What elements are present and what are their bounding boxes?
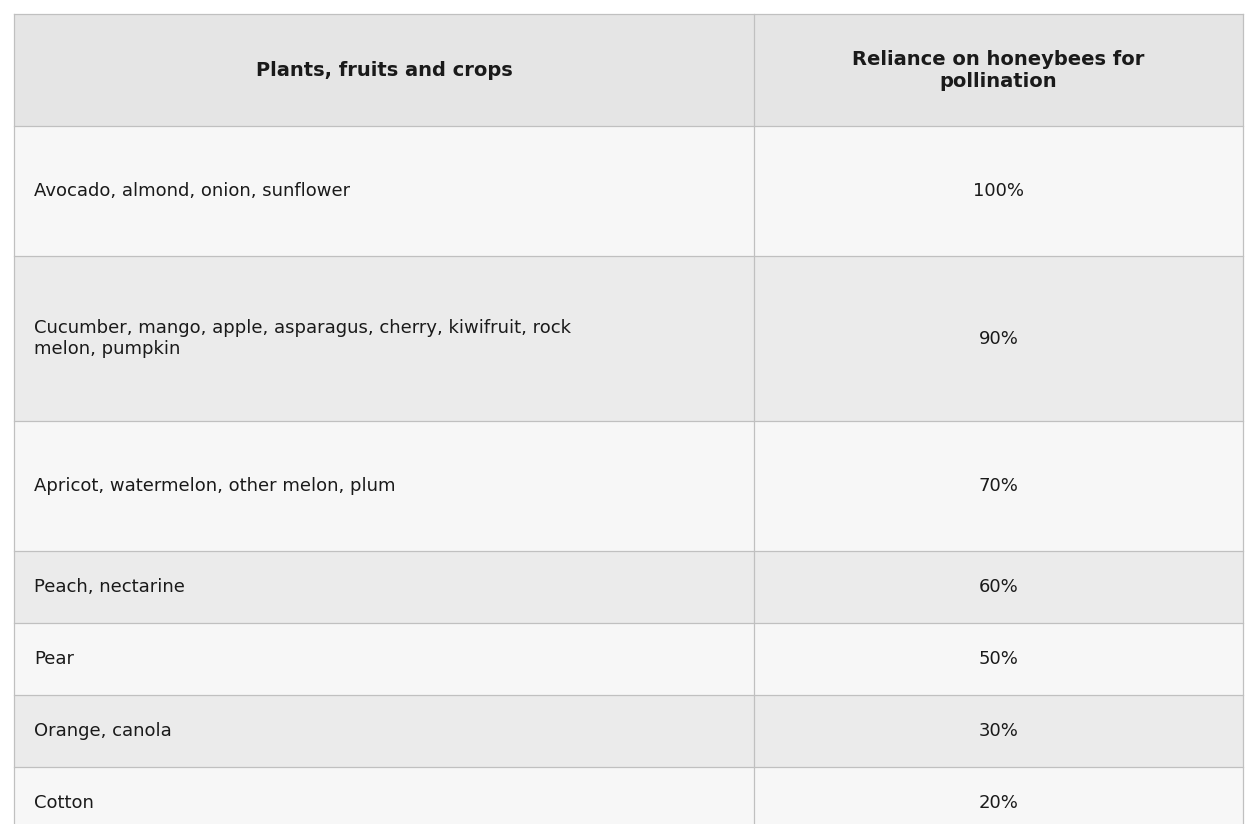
Text: Apricot, watermelon, other melon, plum: Apricot, watermelon, other melon, plum: [34, 477, 396, 495]
Bar: [14, 14, 1243, 126]
Bar: [14, 126, 754, 256]
Text: 30%: 30%: [978, 722, 1018, 740]
Bar: [14, 695, 754, 767]
Text: Cotton: Cotton: [34, 794, 94, 812]
Bar: [754, 256, 1243, 421]
Text: Orange, canola: Orange, canola: [34, 722, 172, 740]
Bar: [754, 126, 1243, 256]
Text: Cucumber, mango, apple, asparagus, cherry, kiwifruit, rock
melon, pumpkin: Cucumber, mango, apple, asparagus, cherr…: [34, 319, 571, 358]
Text: Pear: Pear: [34, 650, 74, 668]
Text: 50%: 50%: [978, 650, 1018, 668]
Bar: [754, 551, 1243, 623]
Bar: [754, 623, 1243, 695]
Text: Peach, nectarine: Peach, nectarine: [34, 578, 185, 596]
Text: 60%: 60%: [978, 578, 1018, 596]
Bar: [14, 767, 754, 824]
Text: 100%: 100%: [973, 182, 1024, 200]
Text: Avocado, almond, onion, sunflower: Avocado, almond, onion, sunflower: [34, 182, 351, 200]
Bar: [754, 421, 1243, 551]
Bar: [754, 695, 1243, 767]
Bar: [754, 767, 1243, 824]
Text: Reliance on honeybees for
pollination: Reliance on honeybees for pollination: [852, 49, 1145, 91]
Text: 20%: 20%: [978, 794, 1018, 812]
Bar: [14, 623, 754, 695]
Text: 70%: 70%: [978, 477, 1018, 495]
Text: Plants, fruits and crops: Plants, fruits and crops: [255, 60, 513, 79]
Bar: [14, 551, 754, 623]
Bar: [14, 256, 754, 421]
Text: 90%: 90%: [978, 330, 1018, 348]
Bar: [14, 421, 754, 551]
